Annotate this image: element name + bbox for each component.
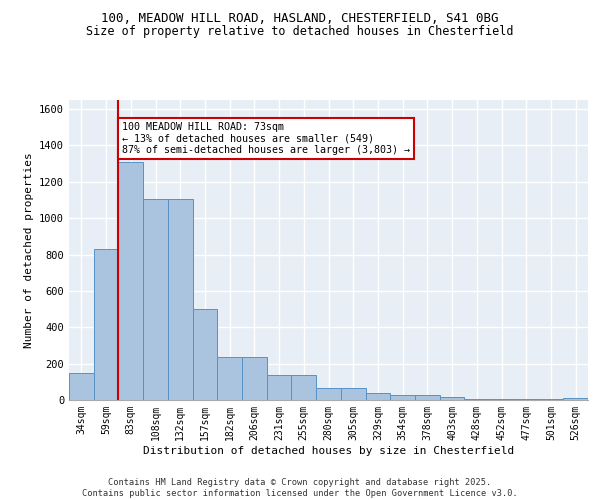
Bar	[316, 388, 341, 400]
Bar	[563, 398, 588, 400]
Bar	[94, 249, 118, 400]
Bar	[168, 199, 193, 400]
Bar	[267, 376, 292, 400]
Bar	[143, 199, 168, 400]
Text: Contains HM Land Registry data © Crown copyright and database right 2025.
Contai: Contains HM Land Registry data © Crown c…	[82, 478, 518, 498]
Bar	[341, 388, 365, 400]
Bar	[292, 376, 316, 400]
X-axis label: Distribution of detached houses by size in Chesterfield: Distribution of detached houses by size …	[143, 446, 514, 456]
Text: 100 MEADOW HILL ROAD: 73sqm
← 13% of detached houses are smaller (549)
87% of se: 100 MEADOW HILL ROAD: 73sqm ← 13% of det…	[122, 122, 410, 155]
Bar	[514, 399, 539, 400]
Bar	[440, 398, 464, 400]
Text: Size of property relative to detached houses in Chesterfield: Size of property relative to detached ho…	[86, 25, 514, 38]
Bar	[69, 372, 94, 400]
Text: 100, MEADOW HILL ROAD, HASLAND, CHESTERFIELD, S41 0BG: 100, MEADOW HILL ROAD, HASLAND, CHESTERF…	[101, 12, 499, 26]
Bar	[390, 396, 415, 400]
Bar	[365, 393, 390, 400]
Bar	[193, 309, 217, 400]
Bar	[118, 162, 143, 400]
Y-axis label: Number of detached properties: Number of detached properties	[23, 152, 34, 348]
Bar	[217, 358, 242, 400]
Bar	[489, 399, 514, 400]
Bar	[464, 399, 489, 400]
Bar	[415, 396, 440, 400]
Bar	[242, 358, 267, 400]
Bar	[539, 399, 563, 400]
